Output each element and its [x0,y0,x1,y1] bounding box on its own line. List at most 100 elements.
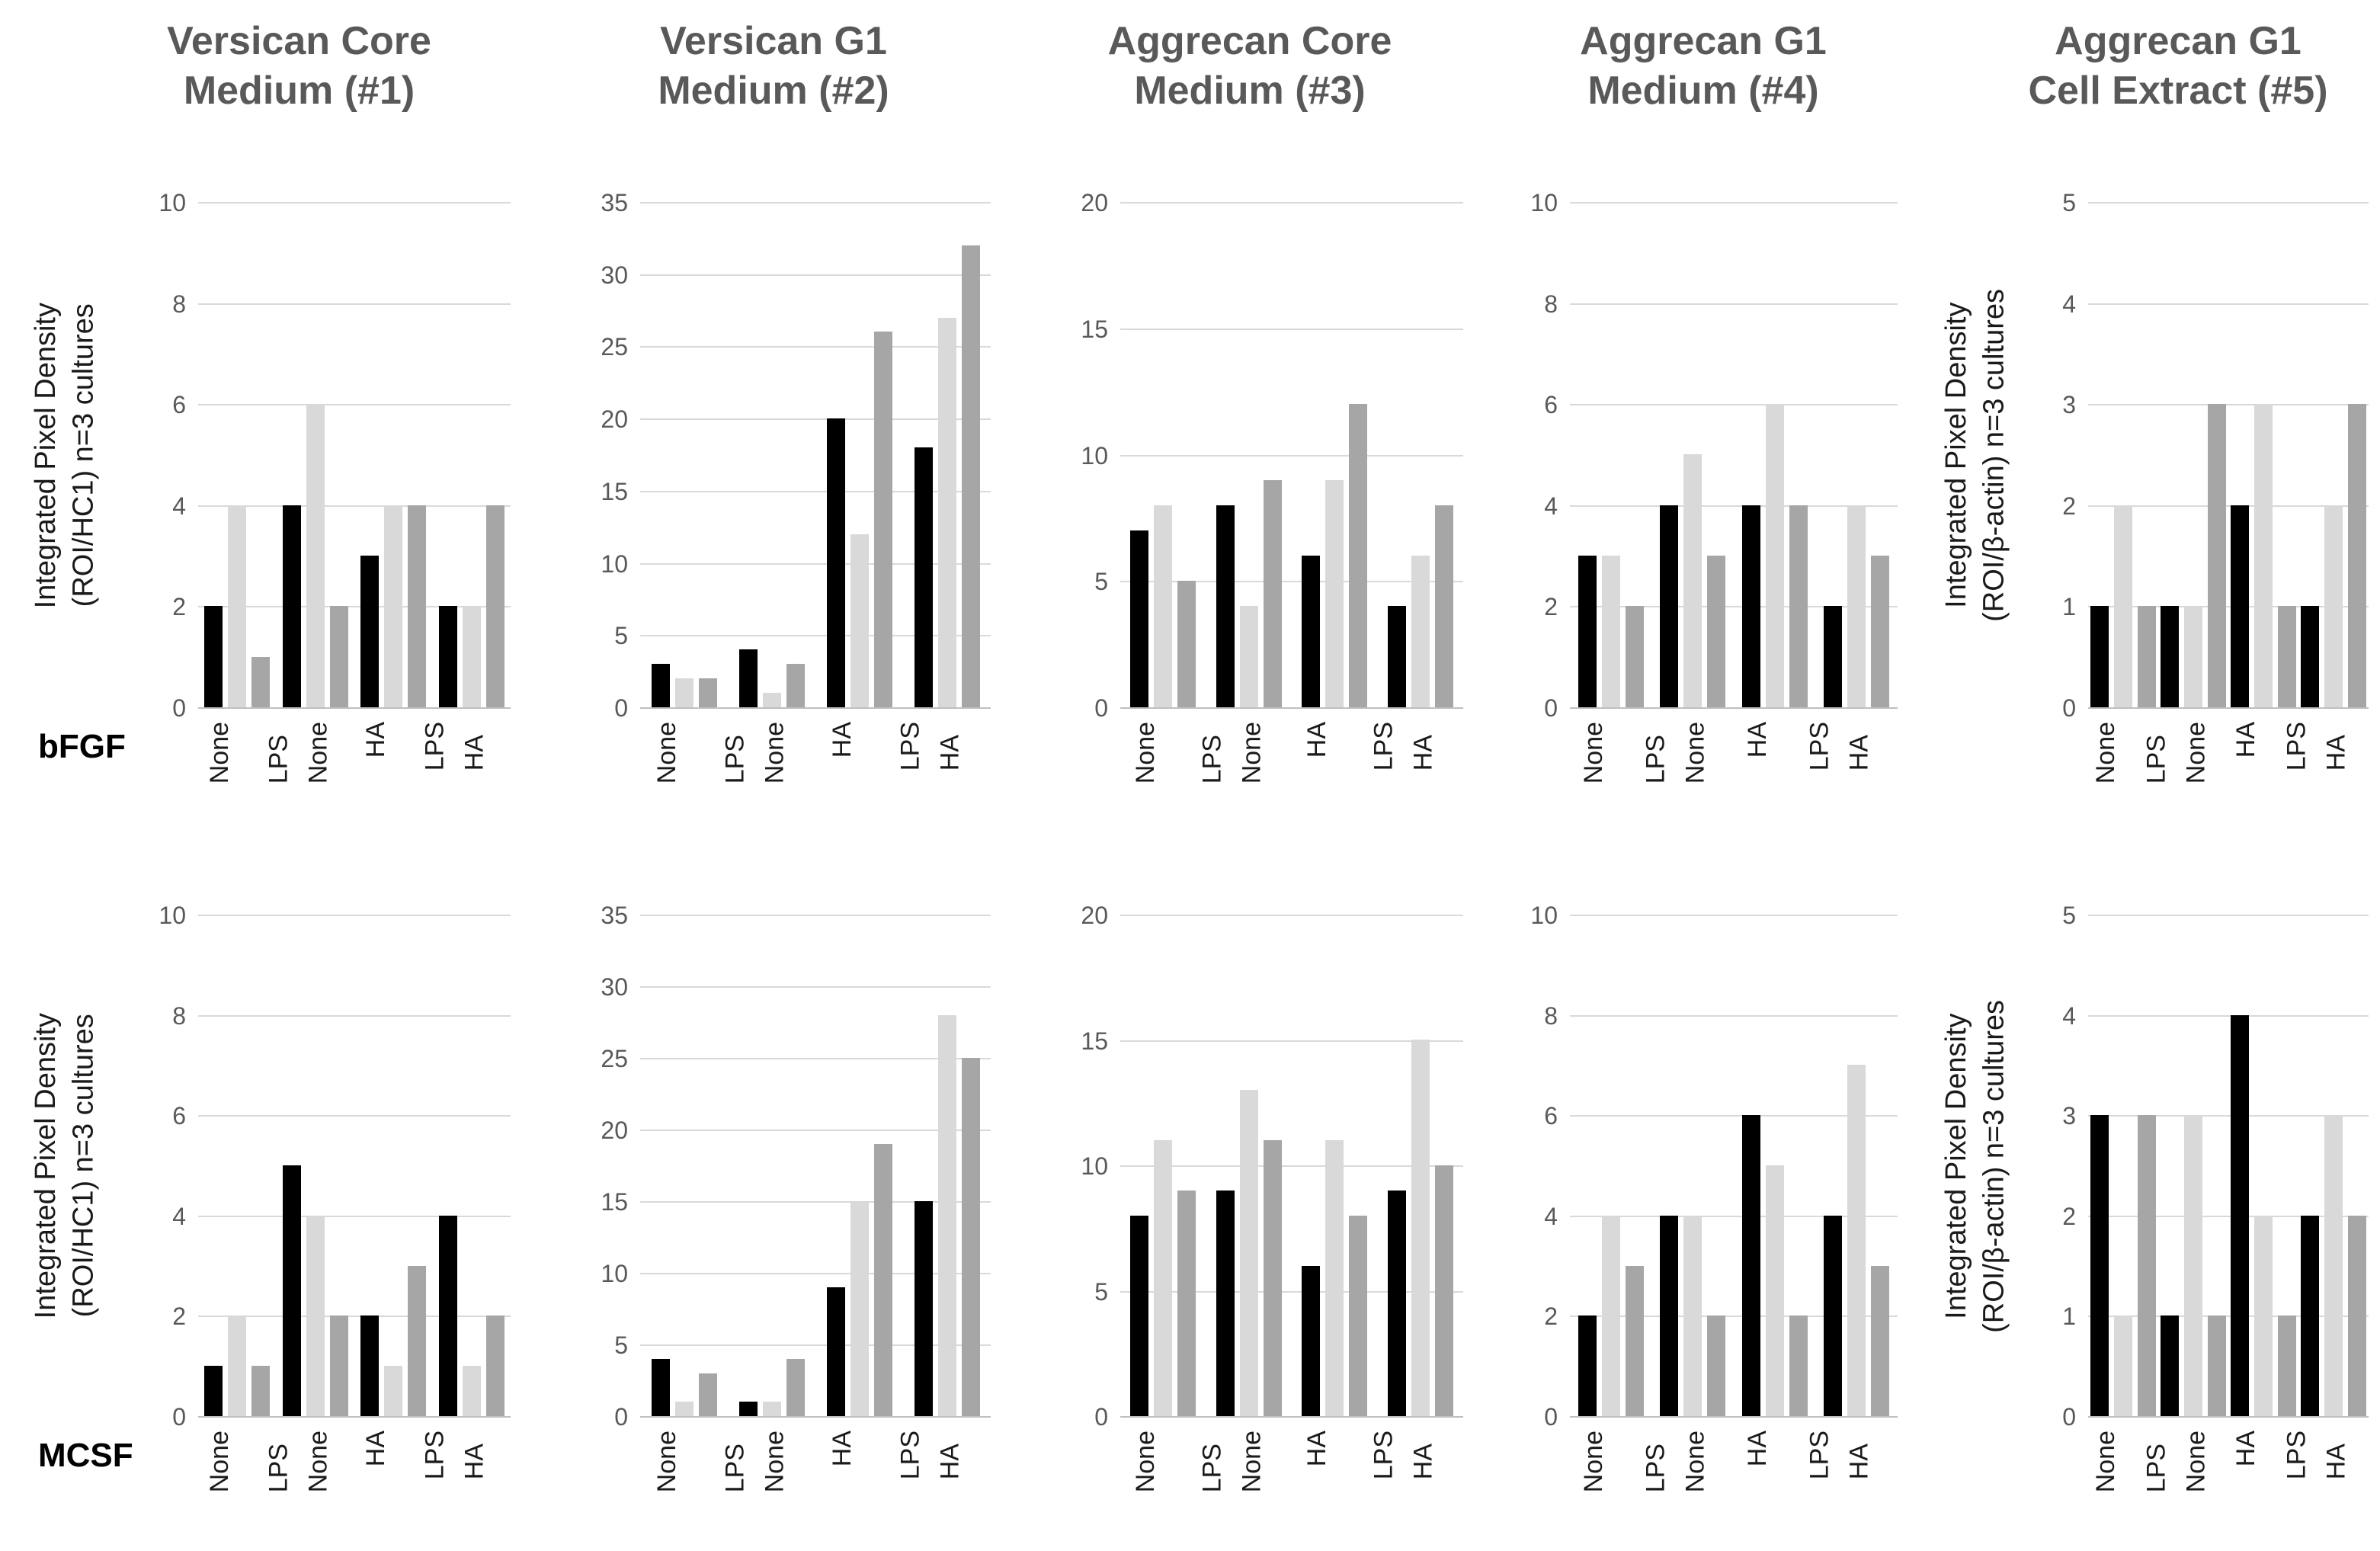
y-tick-label: 35 [601,189,628,216]
x-category-label-text: None [303,1431,332,1493]
plot-area [198,202,511,709]
x-category-label-text: HA [1844,1444,1873,1480]
x-category-label: HA [1302,1431,1331,1466]
bar [1349,404,1367,707]
bar-group [2090,1115,2156,1416]
bar [2114,1315,2132,1416]
bar-group [652,664,717,707]
bar [652,1359,670,1416]
y-tick-label: 0 [172,1403,186,1431]
bar [1216,505,1235,707]
bar [330,1315,348,1416]
gridline [198,303,511,305]
y-tick-label: 10 [601,550,628,578]
gridline [2088,1115,2369,1117]
bar [915,447,933,707]
bar [962,245,980,707]
x-axis-line [198,1416,511,1418]
gridline [640,491,991,492]
chart-panel-mcsf-4: 0 2 4 6 8 10 None LPS None HA LPS HA [1486,0,1920,1551]
y-tick-label: 10 [601,1260,628,1287]
gridline [1120,1165,1463,1167]
y-tick-label: 8 [1544,290,1558,318]
x-axis-line [1120,1416,1463,1418]
chart-title: Versican G1 Medium (#2) [533,17,1014,116]
bar-group [2231,1015,2296,1416]
y-tick-label: 2 [2062,1203,2076,1230]
gridline [1570,606,1898,607]
gridline [1570,1015,1898,1017]
bar [675,678,693,707]
gridline [1570,202,1898,203]
bar [486,505,505,707]
bar [2114,505,2132,707]
y-tick-label: 2 [2062,492,2076,520]
y-tick-label: 20 [1081,189,1108,216]
y-axis-label-text: Integrated Pixel Density (ROI/β-actin) n=… [1938,1000,2013,1333]
bar [938,318,956,707]
y-tick-label: 3 [2062,1102,2076,1130]
x-category-label: LPS None [1197,1431,1266,1492]
chart-panel-mcsf-2: 0 5 10 15 20 25 30 35 None LPS None HA LPS HA [533,0,1014,1551]
plot-area [2088,202,2369,709]
bar-group [915,245,980,707]
x-axis-line [198,707,511,709]
bar [306,1216,325,1416]
y-tick-label: 8 [1544,1002,1558,1030]
y-axis-label-line: (ROI/β-actin) n=3 cultures [1978,999,2010,1333]
bar [850,534,869,707]
x-axis-line [2088,707,2369,709]
bar [1435,505,1453,707]
chart-title: Aggrecan G1 Medium (#4) [1486,17,1920,116]
bar [2138,606,2156,707]
y-tick-label: 8 [172,1002,186,1030]
bar [1789,1315,1808,1416]
bar-group [1388,505,1453,707]
bar [1388,606,1406,707]
gridline [1570,505,1898,507]
x-category-label: LPS HA [895,1431,964,1479]
bar [1707,556,1725,707]
gridline [1570,915,1898,916]
bar [204,606,223,707]
gridline [2088,915,2369,916]
gridline [1120,202,1463,203]
y-tick-label: 5 [614,622,628,649]
bar-group [1660,1216,1725,1416]
bar [486,1315,505,1416]
y-tick-label: 10 [1081,1152,1108,1180]
bar [874,1144,892,1416]
bar-group [204,1315,270,1416]
y-tick-label: 6 [172,1102,186,1130]
bar [763,1402,781,1416]
x-category-label-text: HA [361,1431,391,1467]
bar [1683,454,1702,707]
bar-group [739,1359,805,1416]
x-category-label-text: HA [828,1431,857,1467]
gridline [640,1273,991,1274]
gridline [640,635,991,636]
bar [699,1373,717,1416]
x-category-label: LPS None [264,1431,332,1493]
y-tick-label: 0 [614,1403,628,1431]
gridline [2088,505,2369,507]
chart-panel-bfgf-5: Aggrecan G1 Cell Extract (#5) Integrated P… [1920,0,2380,1551]
bar-group [2090,505,2156,707]
bar [1683,1216,1702,1416]
bar [850,1201,869,1416]
x-category-label-text: HA [2321,1444,2350,1480]
bar [699,678,717,707]
bar [2138,1115,2156,1416]
y-tick-label: 15 [1081,316,1108,343]
gridline [198,1315,511,1317]
x-category-label: HA [2231,1431,2260,1466]
y-tick-label: 6 [1544,391,1558,418]
bar [1130,530,1148,707]
gridline [198,404,511,405]
chart-panel-bfgf-3: Aggrecan Core Medium (#3) 0 5 10 15 20 None LPS N… [1014,0,1486,1551]
chart-panel-bfgf-1: Versican Core Medium (#1) Integrated Pixel… [0,0,533,1551]
bar-group [1130,505,1196,707]
y-tick-label: 4 [2062,290,2076,318]
bar-group [1302,1140,1367,1416]
gridline [1120,1040,1463,1042]
